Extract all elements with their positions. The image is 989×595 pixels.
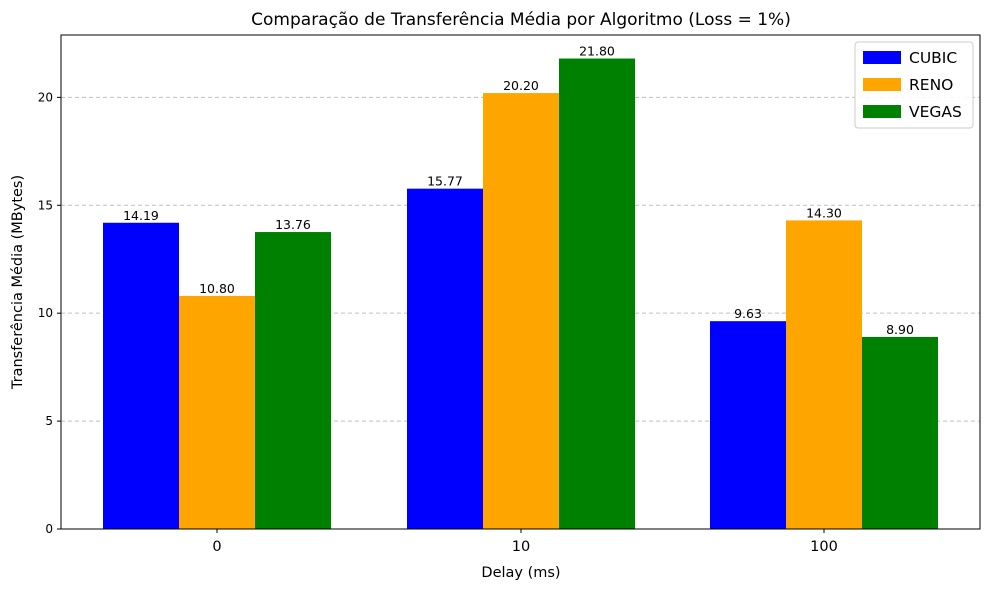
bar-reno xyxy=(483,93,559,529)
y-axis-label: Transferência Média (MBytes) xyxy=(10,175,26,390)
x-tick-label: 10 xyxy=(512,539,530,555)
bar-vegas xyxy=(559,58,635,530)
y-tick-label: 10 xyxy=(38,306,53,320)
legend-swatch-cubic xyxy=(863,51,901,64)
y-tick-label: 5 xyxy=(45,414,53,428)
legend: CUBIC RENO VEGAS xyxy=(854,41,974,129)
bar-value-label: 10.80 xyxy=(199,281,235,296)
y-tick-label: 15 xyxy=(38,198,53,212)
x-axis-label: Delay (ms) xyxy=(481,565,560,581)
bar-value-label: 13.76 xyxy=(275,217,311,232)
bar-cubic xyxy=(710,321,786,529)
bar-value-label: 14.30 xyxy=(806,205,842,220)
legend-label-reno: RENO xyxy=(909,76,953,94)
chart-title: Comparação de Transferência Média por Al… xyxy=(251,10,791,30)
bar-value-label: 9.63 xyxy=(734,306,762,321)
legend-label-vegas: VEGAS xyxy=(909,103,962,121)
x-axis-ticks: 0 10 100 xyxy=(212,529,838,555)
y-tick-label: 20 xyxy=(38,90,53,104)
bar-value-label: 21.80 xyxy=(579,44,615,59)
bar-vegas xyxy=(862,336,938,529)
x-tick-label: 100 xyxy=(810,539,838,555)
y-tick-label: 0 xyxy=(45,522,53,536)
bars xyxy=(103,58,938,530)
data-labels: 14.19 15.77 9.63 10.80 20.20 14.30 13.76 21.80 8… xyxy=(123,44,914,337)
bar-reno xyxy=(786,220,862,529)
bar-vegas xyxy=(255,232,331,529)
bar-value-label: 15.77 xyxy=(427,174,463,189)
bar-cubic xyxy=(407,188,483,530)
bar-cubic xyxy=(103,222,179,529)
bar-reno xyxy=(179,295,255,529)
legend-swatch-reno xyxy=(863,78,901,91)
legend-label-cubic: CUBIC xyxy=(909,49,957,67)
bar-value-label: 8.90 xyxy=(886,322,914,337)
legend-swatch-vegas xyxy=(863,105,901,118)
bar-value-label: 20.20 xyxy=(503,78,539,93)
bar-value-label: 14.19 xyxy=(123,208,159,223)
x-tick-label: 0 xyxy=(212,539,221,555)
y-axis-ticks: 0 5 10 15 20 xyxy=(38,90,61,536)
